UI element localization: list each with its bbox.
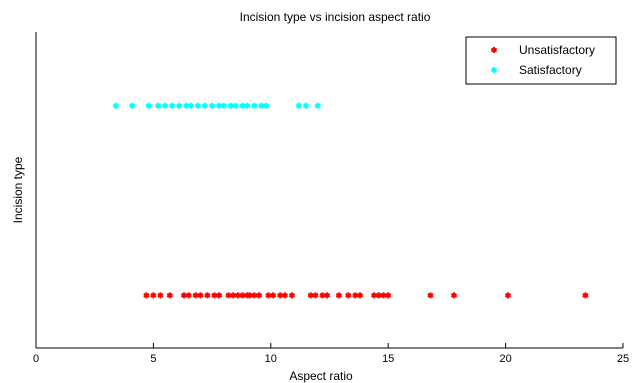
satisfactory-point bbox=[258, 102, 265, 109]
satisfactory-point bbox=[201, 102, 209, 109]
satisfactory-point bbox=[295, 102, 303, 109]
x-axis-ticks: 0 5 10 15 20 25 bbox=[33, 343, 629, 365]
unsatisfactory-point bbox=[225, 292, 232, 299]
satisfactory-point bbox=[262, 102, 270, 109]
unsatisfactory-point bbox=[371, 292, 378, 299]
legend-marker-satisfactory bbox=[490, 67, 498, 73]
unsatisfactory-point bbox=[265, 292, 272, 299]
unsatisfactory-point bbox=[504, 292, 512, 299]
unsatisfactory-point bbox=[288, 292, 296, 299]
satisfactory-point bbox=[216, 102, 223, 109]
x-tick-label: 10 bbox=[265, 353, 277, 365]
unsatisfactory-point bbox=[582, 292, 589, 299]
x-axis-label: Aspect ratio bbox=[289, 369, 353, 383]
unsatisfactory-point bbox=[192, 292, 199, 299]
legend-label-satisfactory: Satisfactory bbox=[519, 63, 582, 77]
satisfactory-point bbox=[302, 102, 310, 109]
satisfactory-point bbox=[176, 102, 183, 109]
x-tick-label: 15 bbox=[382, 353, 394, 365]
chart-title: Incision type vs incision aspect ratio bbox=[240, 10, 431, 24]
satisfactory-point bbox=[227, 102, 234, 109]
satisfactory-point bbox=[232, 102, 239, 109]
unsatisfactory-point bbox=[319, 292, 326, 299]
unsatisfactory-point bbox=[197, 292, 204, 299]
satisfactory-point bbox=[220, 102, 227, 109]
unsatisfactory-point bbox=[312, 292, 319, 299]
y-axis-label: Incision type bbox=[11, 156, 25, 223]
unsatisfactory-point bbox=[246, 292, 253, 299]
satisfactory-point bbox=[129, 102, 136, 109]
legend-marker-unsatisfactory bbox=[490, 47, 498, 53]
unsatisfactory-point bbox=[180, 292, 188, 299]
unsatisfactory-point bbox=[230, 292, 237, 299]
legend-label-unsatisfactory: Unsatisfactory bbox=[519, 43, 595, 57]
satisfactory-point bbox=[208, 102, 216, 109]
unsatisfactory-point bbox=[216, 292, 223, 299]
unsatisfactory-point bbox=[150, 292, 157, 299]
unsatisfactory-point bbox=[380, 292, 387, 299]
data-points bbox=[112, 102, 589, 299]
unsatisfactory-point bbox=[234, 292, 242, 299]
satisfactory-point bbox=[244, 102, 251, 109]
unsatisfactory-point bbox=[211, 292, 218, 299]
unsatisfactory-point bbox=[251, 292, 258, 299]
unsatisfactory-point bbox=[143, 292, 150, 299]
satisfactory-point bbox=[145, 102, 152, 109]
unsatisfactory-point bbox=[356, 292, 364, 299]
satisfactory-point bbox=[251, 102, 258, 109]
unsatisfactory-point bbox=[385, 292, 392, 299]
unsatisfactory-point bbox=[450, 292, 458, 299]
x-tick-label: 0 bbox=[33, 353, 39, 365]
x-tick-label: 20 bbox=[499, 353, 511, 365]
unsatisfactory-point bbox=[281, 292, 288, 299]
satisfactory-point bbox=[187, 102, 195, 109]
unsatisfactory-point bbox=[270, 292, 277, 299]
satisfactory-point bbox=[183, 102, 190, 109]
x-tick-label: 25 bbox=[617, 353, 629, 365]
unsatisfactory-point bbox=[166, 292, 173, 299]
satisfactory-point bbox=[239, 102, 246, 109]
unsatisfactory-point bbox=[157, 292, 164, 299]
unsatisfactory-point bbox=[335, 292, 343, 299]
satisfactory-point bbox=[112, 102, 119, 109]
x-tick-label: 5 bbox=[150, 353, 156, 365]
legend-box bbox=[465, 36, 617, 85]
unsatisfactory-point bbox=[239, 292, 246, 299]
satisfactory-point bbox=[154, 102, 162, 109]
unsatisfactory-point bbox=[375, 292, 382, 299]
unsatisfactory-point bbox=[324, 292, 331, 299]
unsatisfactory-point bbox=[185, 292, 192, 299]
unsatisfactory-point bbox=[307, 292, 314, 299]
legend: Unsatisfactory Satisfactory bbox=[465, 36, 617, 85]
unsatisfactory-point bbox=[204, 292, 211, 299]
unsatisfactory-point bbox=[352, 292, 359, 299]
unsatisfactory-point bbox=[345, 292, 352, 299]
satisfactory-point bbox=[169, 102, 176, 109]
satisfactory-point bbox=[314, 102, 321, 109]
unsatisfactory-point bbox=[255, 292, 263, 299]
unsatisfactory-point bbox=[427, 292, 434, 299]
satisfactory-point bbox=[162, 102, 169, 109]
unsatisfactory-point bbox=[277, 292, 284, 299]
satisfactory-point bbox=[194, 102, 202, 109]
